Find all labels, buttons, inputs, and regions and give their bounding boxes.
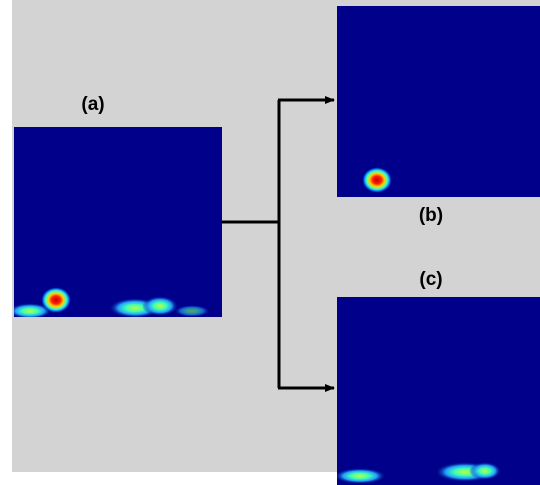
heatmap-b bbox=[337, 6, 540, 197]
heatmap-a bbox=[14, 127, 222, 317]
arrows bbox=[222, 96, 335, 392]
label-b: (b) bbox=[419, 205, 443, 226]
heatmap-c bbox=[337, 297, 540, 485]
label-c: (c) bbox=[419, 269, 442, 290]
label-a: (a) bbox=[81, 94, 104, 115]
